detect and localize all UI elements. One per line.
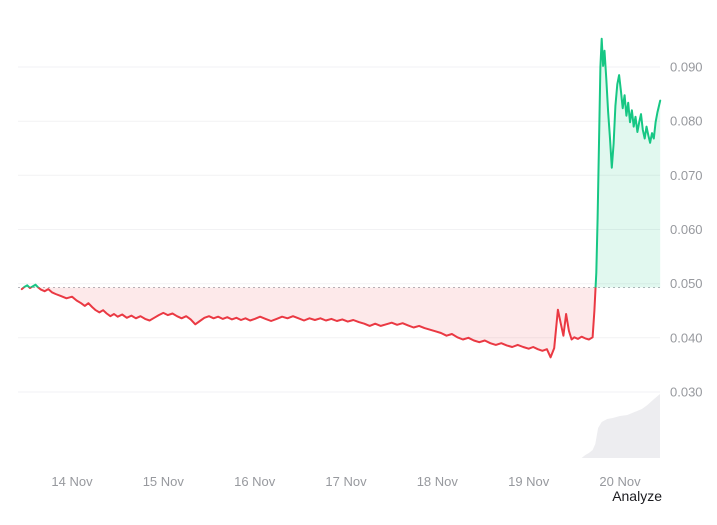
x-tick-label: 20 Nov: [599, 474, 641, 489]
x-tick-label: 18 Nov: [417, 474, 459, 489]
y-tick-label: 0.070: [670, 168, 703, 183]
x-tick-label: 14 Nov: [51, 474, 93, 489]
y-tick-label: 0.080: [670, 114, 703, 129]
price-area-down: [21, 287, 661, 358]
analyze-link[interactable]: Analyze: [612, 488, 662, 504]
y-tick-label: 0.060: [670, 222, 703, 237]
x-tick-label: 16 Nov: [234, 474, 276, 489]
y-tick-label: 0.050: [670, 276, 703, 291]
y-gridlines: [18, 66, 660, 393]
y-tick-label: 0.090: [670, 60, 703, 75]
y-tick-label: 0.040: [670, 330, 703, 345]
y-tick-label: 0.030: [670, 385, 703, 400]
price-line-down: [20, 287, 597, 359]
volume-area: [581, 394, 660, 458]
x-tick-label: 15 Nov: [143, 474, 185, 489]
x-axis-labels: 14 Nov 15 Nov 16 Nov 17 Nov 18 Nov 19 Nov 20 N…: [51, 474, 641, 489]
x-tick-label: 19 Nov: [508, 474, 550, 489]
price-line-up: [22, 37, 662, 288]
y-axis-labels: 0.030 0.040 0.050 0.060 0.070 0.080 0.090: [670, 60, 703, 400]
x-tick-label: 17 Nov: [325, 474, 367, 489]
